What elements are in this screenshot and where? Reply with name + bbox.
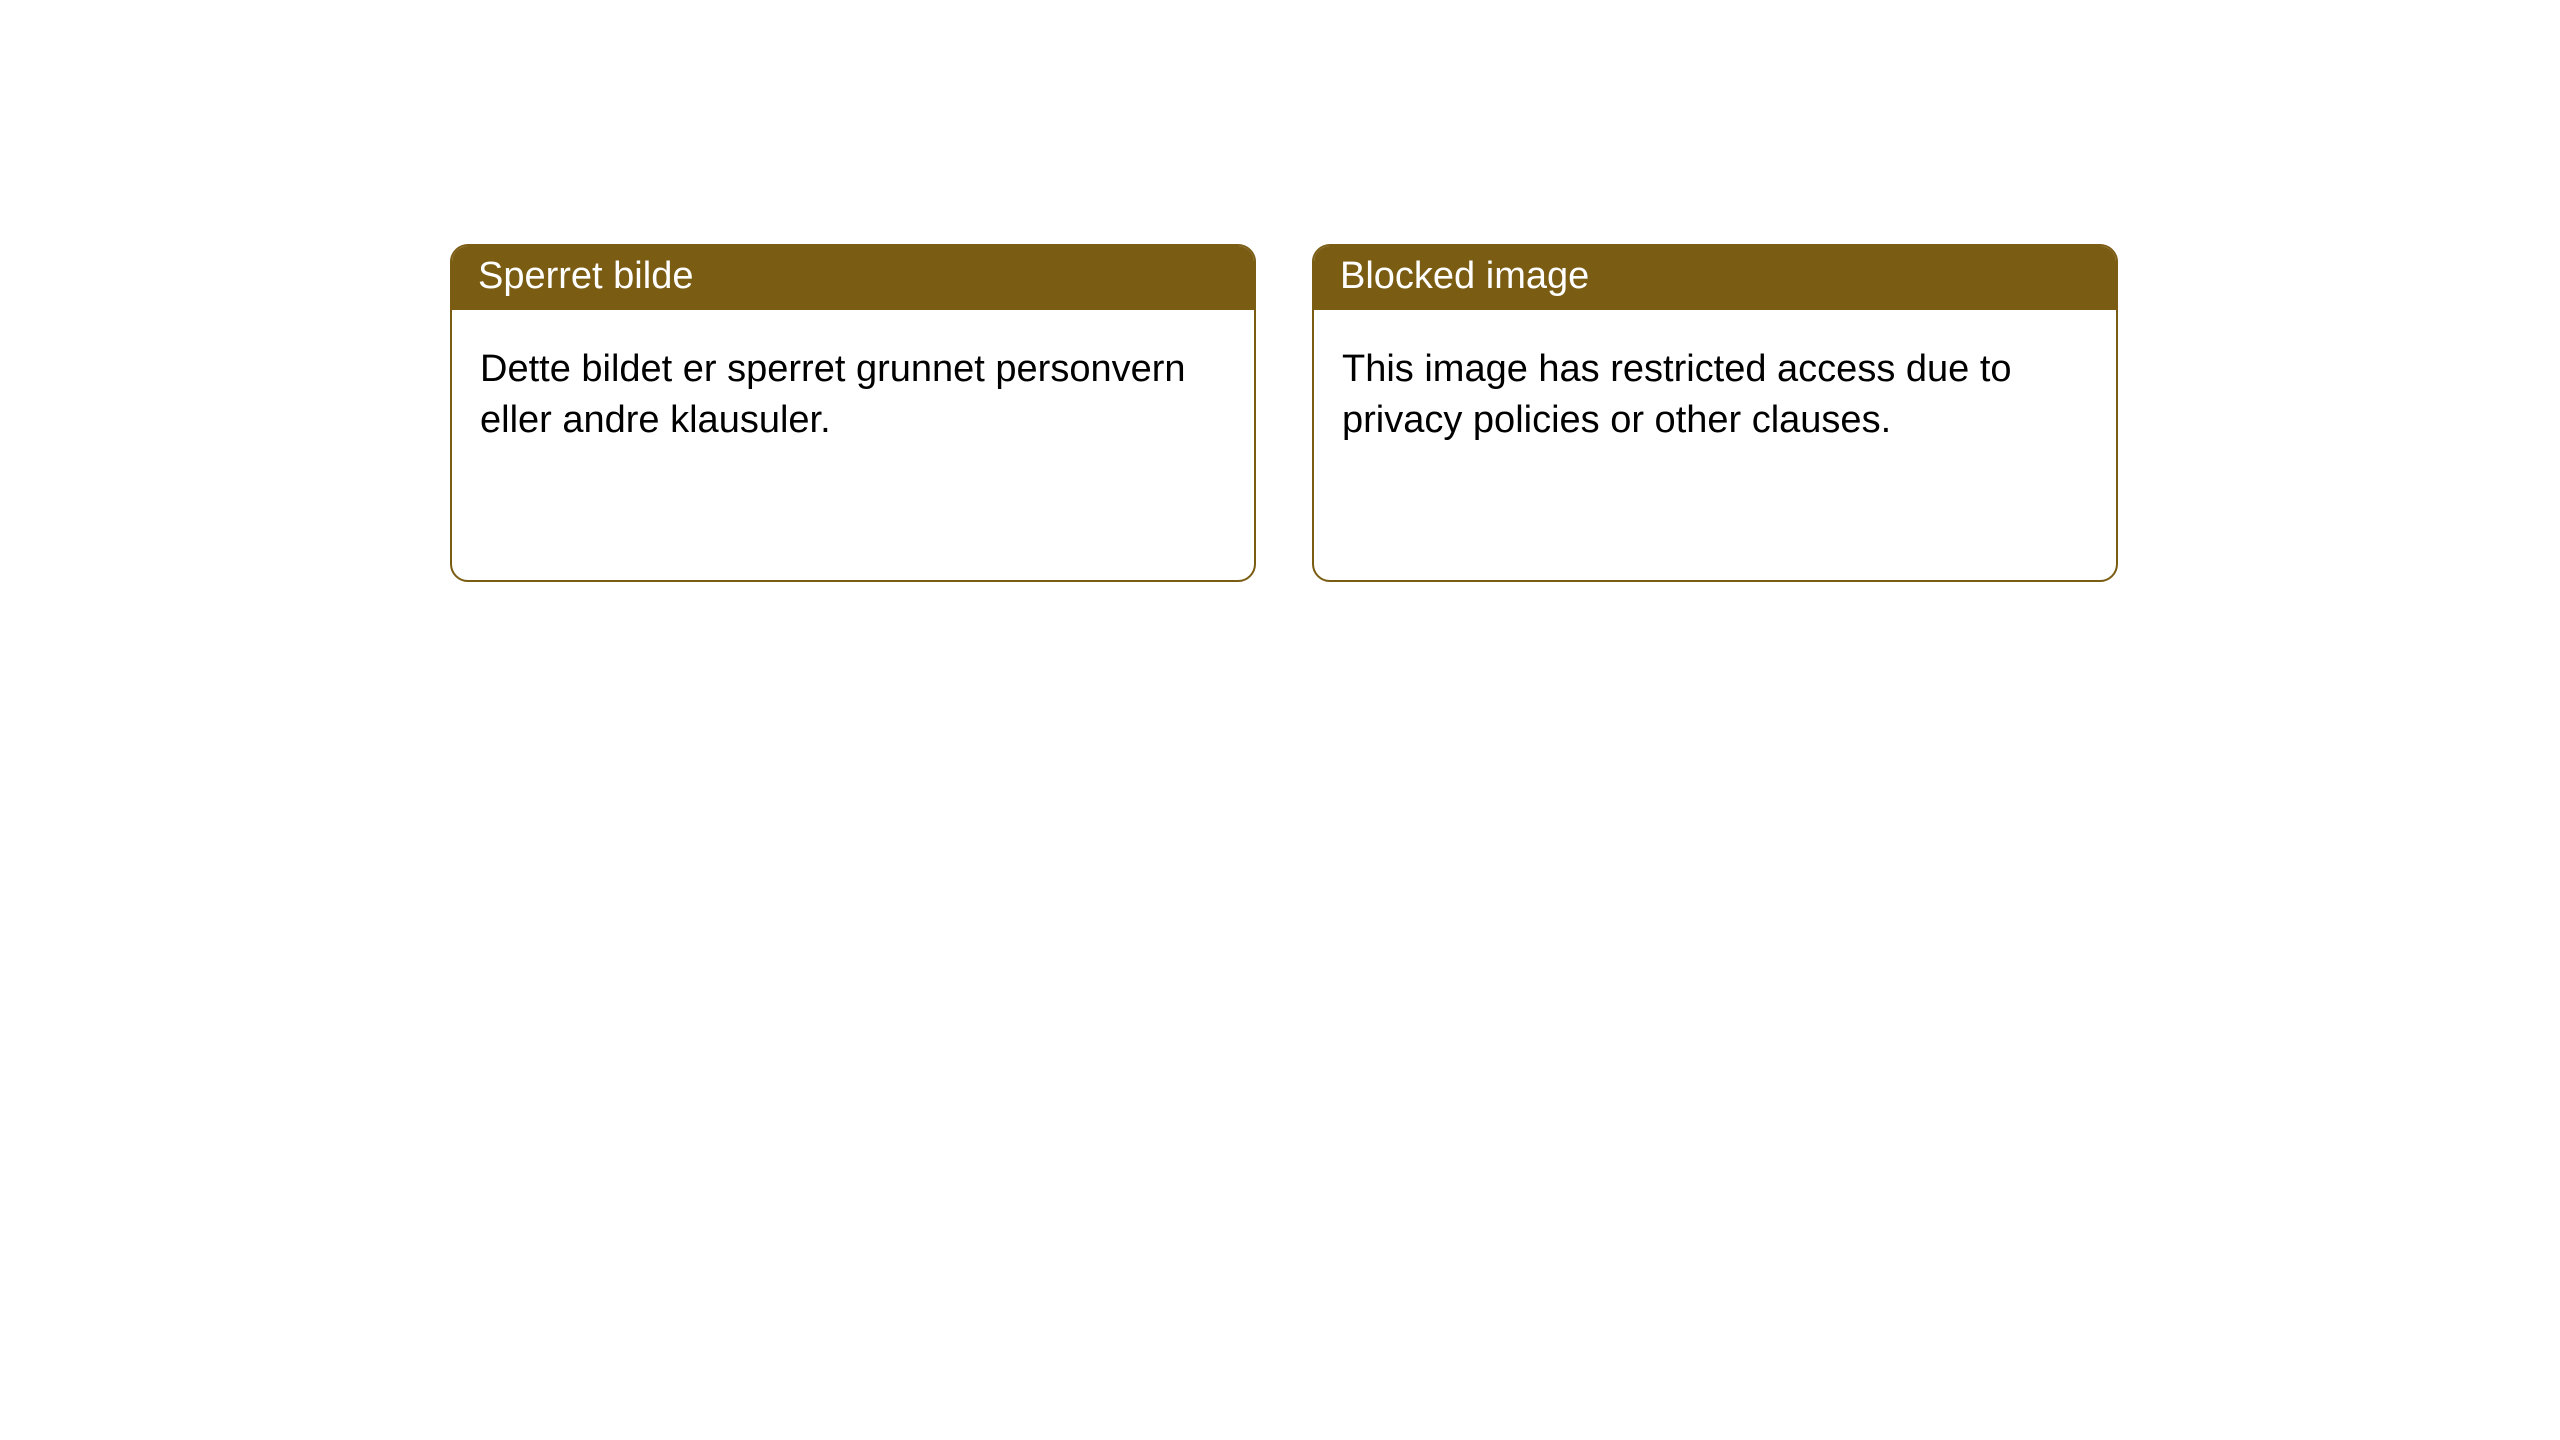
notice-title: Blocked image xyxy=(1314,246,2116,310)
notice-container: Sperret bilde Dette bildet er sperret gr… xyxy=(0,0,2560,582)
notice-title: Sperret bilde xyxy=(452,246,1254,310)
notice-body: This image has restricted access due to … xyxy=(1314,310,2116,481)
notice-box-english: Blocked image This image has restricted … xyxy=(1312,244,2118,582)
notice-body: Dette bildet er sperret grunnet personve… xyxy=(452,310,1254,481)
notice-box-norwegian: Sperret bilde Dette bildet er sperret gr… xyxy=(450,244,1256,582)
